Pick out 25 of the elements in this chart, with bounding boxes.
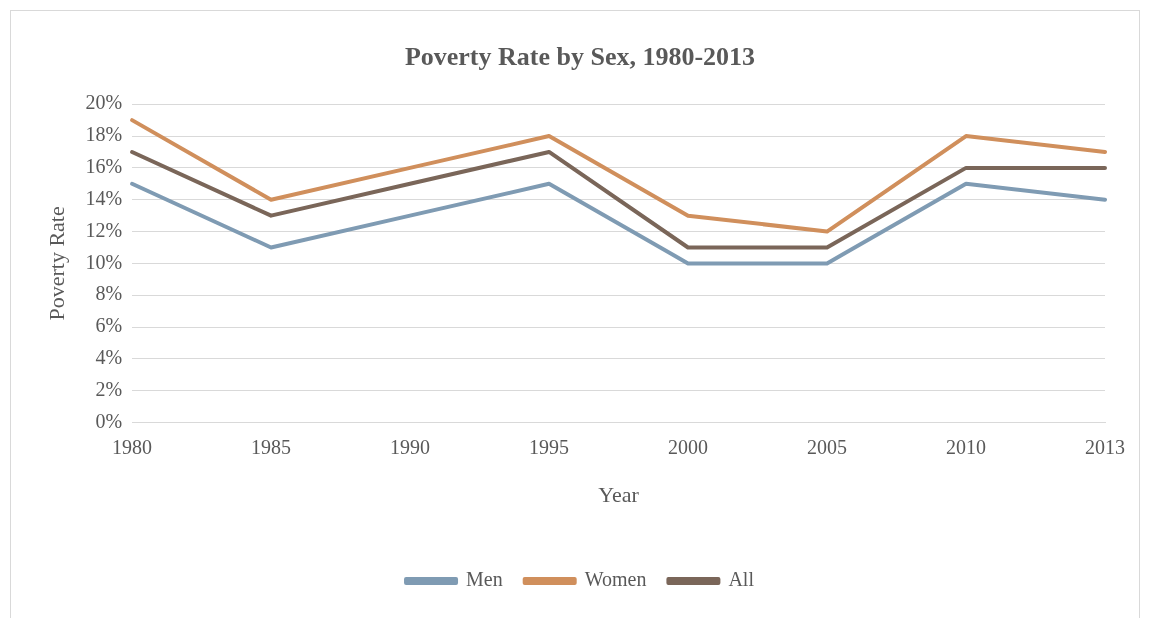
- y-tick-label: 8%: [95, 282, 123, 305]
- y-tick-label: 6%: [95, 314, 123, 337]
- legend-label: Women: [584, 568, 647, 591]
- y-tick-label: 10%: [85, 250, 123, 273]
- x-tick-label: 2000: [668, 435, 709, 458]
- y-tick-label: 14%: [85, 186, 123, 209]
- y-tick-label: 20%: [85, 91, 123, 114]
- x-tick-label: 2005: [807, 435, 848, 458]
- y-tick-label: 12%: [85, 218, 123, 241]
- x-axis-title: Year: [598, 481, 640, 507]
- x-tick-label: 2013: [1085, 435, 1125, 458]
- legend-label: Men: [466, 568, 503, 591]
- y-tick-label: 4%: [95, 346, 123, 369]
- x-tick-label: 1980: [112, 435, 153, 458]
- x-tick-label: 1985: [251, 435, 292, 458]
- y-tick-label: 18%: [85, 123, 123, 146]
- y-tick-label: 16%: [85, 155, 123, 178]
- y-axis-title: Poverty Rate: [43, 206, 69, 321]
- chart-title: Poverty Rate by Sex, 1980-2013: [404, 42, 756, 72]
- x-tick-label: 1995: [529, 435, 570, 458]
- y-tick-label: 2%: [95, 378, 123, 401]
- legend-label: All: [728, 568, 755, 591]
- x-tick-label: 1990: [390, 435, 431, 458]
- y-tick-label: 0%: [95, 409, 123, 432]
- x-tick-label: 2010: [946, 435, 987, 458]
